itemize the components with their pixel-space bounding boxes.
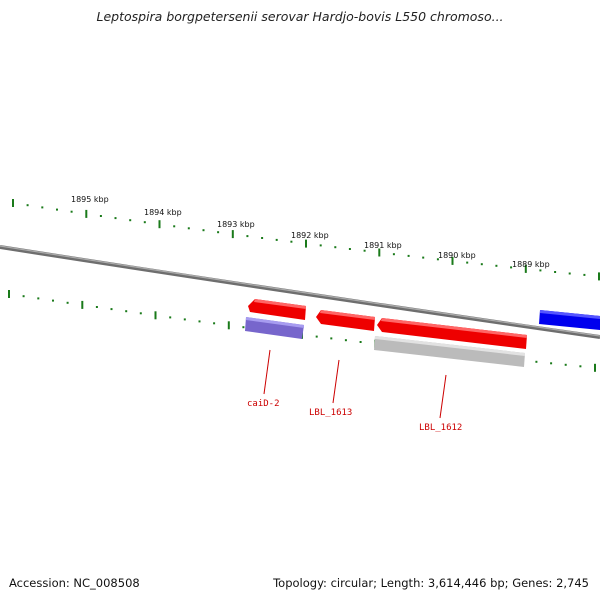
map-title: Leptospira borgpetersenii serovar Hardjo…	[96, 9, 504, 24]
gene-label-lbl1612[interactable]: LBL_1612	[419, 423, 462, 433]
ruler-minor-tick	[41, 206, 44, 209]
ruler-minor-tick	[348, 248, 351, 250]
ruler-minor-tick	[495, 264, 498, 267]
ruler-major-tick	[85, 209, 88, 218]
ruler-minor-tick	[99, 215, 102, 217]
gene-feature-caid2[interactable]	[245, 317, 304, 339]
ruler-minor-tick	[169, 316, 172, 319]
outer-ruler	[12, 199, 600, 281]
ruler-minor-tick	[568, 272, 571, 275]
ruler-major-tick	[378, 248, 381, 257]
ruler-minor-tick	[125, 310, 128, 313]
ruler-minor-tick	[344, 339, 347, 342]
ruler-minor-tick	[334, 246, 337, 249]
ruler-minor-tick	[173, 225, 176, 228]
ruler-minor-tick	[246, 235, 249, 238]
ruler-minor-tick	[330, 337, 333, 340]
ruler-minor-tick	[315, 335, 318, 338]
chromosome-backbone	[0, 245, 600, 339]
caid2-leader-line	[263, 349, 271, 395]
ruler-minor-tick	[535, 360, 538, 363]
ruler-minor-tick	[422, 256, 425, 259]
ruler-minor-tick	[319, 244, 322, 247]
ruler-minor-tick	[290, 240, 293, 243]
ruler-minor-tick	[202, 229, 205, 232]
ruler-major-tick	[227, 321, 230, 330]
ruler-minor-tick	[363, 249, 366, 252]
ruler-minor-tick	[539, 269, 542, 272]
topology-text: Topology: circular; Length: 3,614,446 bp…	[273, 576, 589, 590]
ruler-major-tick	[8, 290, 10, 298]
ruler-minor-tick	[143, 221, 146, 224]
ruler-major-tick	[598, 272, 600, 281]
kbp-label-1895: 1895 kbp	[71, 195, 109, 204]
ruler-minor-tick	[213, 322, 216, 325]
kbp-label-1893: 1893 kbp	[217, 220, 255, 229]
ruler-minor-tick	[275, 238, 278, 241]
kbp-label-1890: 1890 kbp	[438, 251, 476, 260]
ruler-minor-tick	[52, 299, 54, 302]
ruler-minor-tick	[37, 297, 40, 300]
ruler-minor-tick	[217, 231, 220, 234]
ruler-minor-tick	[95, 306, 98, 308]
gene-feature-red-lbl1613[interactable]	[316, 310, 375, 331]
ruler-minor-tick	[407, 254, 410, 257]
gene-label-lbl1613[interactable]: LBL_1613	[309, 408, 352, 418]
ruler-minor-tick	[242, 326, 245, 329]
gene-feature-red-1[interactable]	[248, 299, 306, 320]
ruler-minor-tick	[261, 237, 264, 239]
ruler-minor-tick	[70, 210, 73, 213]
gene-feature-blue[interactable]	[539, 310, 600, 330]
ruler-minor-tick	[22, 295, 25, 298]
kbp-label-1892: 1892 kbp	[291, 231, 329, 240]
ruler-minor-tick	[26, 204, 29, 207]
ruler-minor-tick	[510, 266, 513, 269]
kbp-label-1894: 1894 kbp	[144, 208, 182, 217]
ruler-minor-tick	[579, 365, 582, 368]
lbl1613-leader-line	[332, 359, 340, 404]
ruler-minor-tick	[466, 261, 469, 264]
ruler-minor-tick	[550, 362, 553, 365]
ruler-minor-tick	[139, 312, 142, 315]
gene-feature-lbl1612[interactable]	[374, 336, 525, 367]
ruler-major-tick	[12, 199, 14, 207]
ruler-minor-tick	[110, 308, 113, 311]
ruler-major-tick	[158, 220, 161, 229]
kbp-label-1889: 1889 kbp	[512, 260, 550, 269]
ruler-major-tick	[231, 230, 234, 239]
ruler-minor-tick	[198, 320, 201, 323]
ruler-minor-tick	[583, 273, 586, 276]
lbl1612-leader-line	[439, 374, 447, 419]
ruler-minor-tick	[359, 341, 362, 343]
ruler-minor-tick	[392, 253, 395, 256]
gene-feature-red-2[interactable]	[377, 318, 527, 349]
ruler-minor-tick	[187, 227, 190, 230]
ruler-minor-tick	[183, 318, 186, 321]
ruler-major-tick	[524, 264, 527, 273]
chromosome-backbone-highlight	[0, 245, 600, 337]
ruler-minor-tick	[480, 263, 483, 266]
ruler-minor-tick	[436, 258, 439, 261]
ruler-major-tick	[154, 311, 157, 320]
kbp-label-1891: 1891 kbp	[364, 241, 402, 250]
ruler-major-tick	[81, 300, 84, 309]
ruler-minor-tick	[66, 301, 69, 304]
gene-label-caid2[interactable]: caiD-2	[247, 399, 280, 409]
ruler-minor-tick	[56, 208, 58, 211]
ruler-major-tick	[594, 363, 596, 372]
ruler-major-tick	[451, 256, 454, 265]
ruler-minor-tick	[554, 271, 557, 273]
ruler-major-tick	[305, 239, 307, 248]
ruler-minor-tick	[564, 363, 567, 366]
ruler-minor-tick	[129, 219, 132, 222]
ruler-minor-tick	[114, 217, 117, 220]
kbp-labels: 1895 kbp 1894 kbp 1893 kbp 1892 kbp 1891…	[71, 195, 550, 269]
accession-text: Accession: NC_008508	[9, 576, 140, 590]
